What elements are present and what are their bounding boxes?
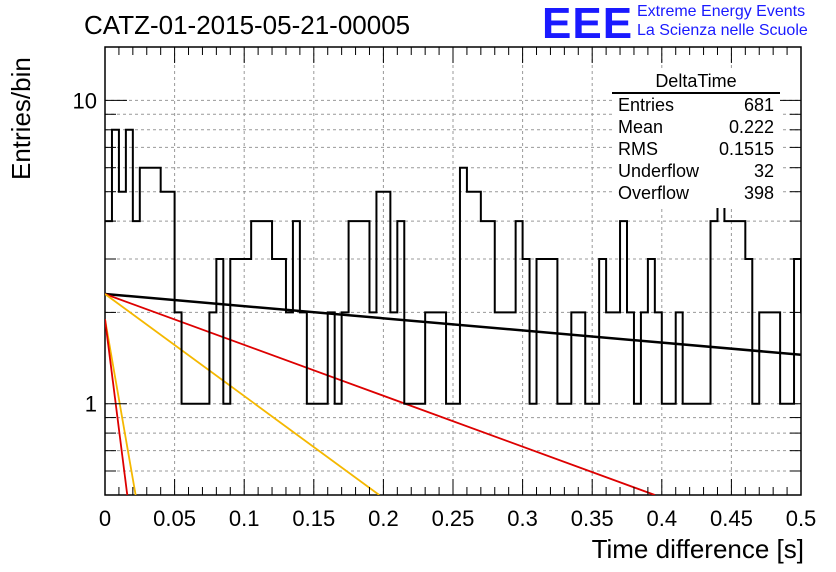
- y-tick-label: 1: [85, 392, 97, 417]
- chart-title: CATZ-01-2015-05-21-00005: [84, 10, 411, 40]
- stats-row-entries: Entries 681: [618, 94, 774, 116]
- fit-curve: [105, 292, 801, 357]
- x-tick-label: 0.1: [229, 506, 260, 531]
- stats-box: DeltaTime Entries 681 Mean 0.222 RMS 0.1…: [612, 70, 780, 208]
- fit-curve: [105, 319, 129, 495]
- logo-line-1: Extreme Energy Events: [637, 3, 806, 20]
- y-tick-label: 10: [73, 88, 97, 113]
- stats-key: Underflow: [618, 161, 700, 181]
- x-tick-label: 0.2: [368, 506, 399, 531]
- x-tick-label: 0.15: [292, 506, 335, 531]
- stats-row-underflow: Underflow 32: [618, 160, 774, 182]
- stats-value: 0.222: [728, 117, 774, 137]
- x-tick-label: 0.3: [507, 506, 538, 531]
- x-tick-label: 0.4: [647, 506, 678, 531]
- grid-lines: [105, 47, 801, 495]
- tick-labels: 0 0.05 0.1 0.15 0.2 0.25 0.3 0.35 0.4 0.45 0.5 1 10: [73, 88, 817, 531]
- fit-curve: [105, 319, 137, 495]
- y-axis-label: Entries/bin: [6, 57, 36, 180]
- fit-curves: [105, 292, 801, 495]
- logo-line-2: La Scienza nelle Scuole: [637, 22, 808, 39]
- stats-key: Overflow: [618, 183, 690, 203]
- x-tick-label: 0: [99, 506, 111, 531]
- stats-value: 32: [753, 161, 774, 181]
- x-tick-label: 0.45: [710, 506, 753, 531]
- stats-key: Entries: [618, 95, 675, 115]
- stats-row-mean: Mean 0.222: [618, 116, 774, 138]
- x-tick-label: 0.35: [571, 506, 614, 531]
- fit-curve: [105, 293, 380, 495]
- stats-value: 681: [743, 95, 774, 115]
- histogram-outline: [105, 128, 801, 405]
- stats-row-rms: RMS 0.1515: [618, 138, 774, 160]
- fit-curve: [105, 293, 656, 495]
- axis-ticks: [104, 47, 802, 495]
- stats-value: 0.1515: [718, 139, 774, 159]
- x-tick-label: 0.5: [786, 506, 817, 531]
- histogram-bins: [105, 128, 801, 405]
- eee-logo: EEE: [542, 0, 634, 48]
- x-axis-label: Time difference [s]: [591, 534, 804, 564]
- stats-key: Mean: [618, 117, 664, 137]
- stats-title: DeltaTime: [612, 70, 780, 94]
- x-tick-label: 0.05: [153, 506, 196, 531]
- stats-key: RMS: [618, 139, 658, 159]
- stats-row-overflow: Overflow 398: [618, 182, 774, 204]
- x-tick-label: 0.25: [432, 506, 475, 531]
- stats-value: 398: [743, 183, 774, 203]
